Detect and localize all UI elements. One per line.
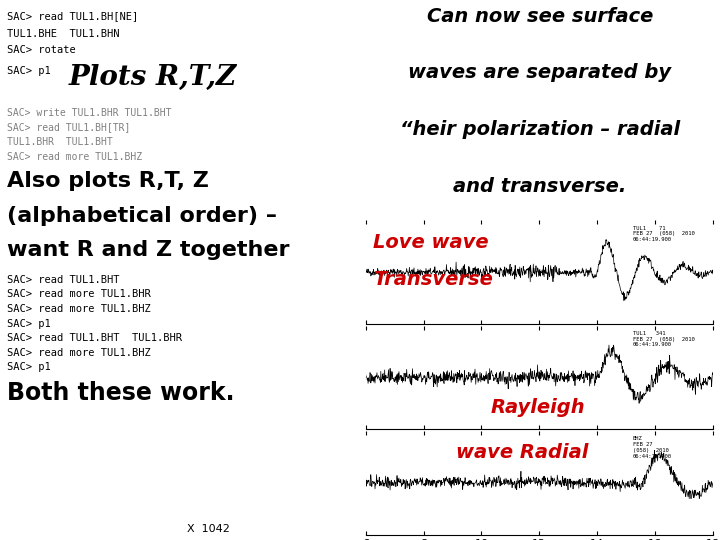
Text: SAC> read TUL1.BH[TR]: SAC> read TUL1.BH[TR]: [7, 123, 130, 133]
Text: SAC> p1: SAC> p1: [7, 66, 51, 76]
Text: SAC> p1: SAC> p1: [7, 362, 51, 373]
Text: (alphabetical order) –: (alphabetical order) –: [7, 206, 277, 226]
Text: want R and Z together: want R and Z together: [7, 240, 289, 260]
Text: SAC> read more TUL1.BHZ: SAC> read more TUL1.BHZ: [7, 304, 151, 314]
Text: Both these work.: Both these work.: [7, 381, 235, 405]
Text: TUL1.BHR  TUL1.BHT: TUL1.BHR TUL1.BHT: [7, 137, 113, 147]
Text: Transverse: Transverse: [373, 270, 492, 289]
Text: SAC> write TUL1.BHR TUL1.BHT: SAC> write TUL1.BHR TUL1.BHT: [7, 108, 171, 118]
Text: SAC> read more TUL1.BHZ: SAC> read more TUL1.BHZ: [7, 348, 151, 358]
Text: SAC> read more TUL1.BHR: SAC> read more TUL1.BHR: [7, 289, 151, 300]
Text: “heir polarization – radial: “heir polarization – radial: [400, 120, 680, 139]
Text: Also plots R,T, Z: Also plots R,T, Z: [7, 171, 209, 191]
Text: Plots R,T,Z: Plots R,T,Z: [68, 64, 237, 91]
Text: Can now see surface: Can now see surface: [427, 6, 653, 25]
Text: SAC> rotate: SAC> rotate: [7, 45, 76, 56]
Text: X  1042: X 1042: [187, 523, 230, 534]
Text: TUL1    71
FEB 27  (058)  2010
06:44:19.900: TUL1 71 FEB 27 (058) 2010 06:44:19.900: [633, 226, 695, 242]
Text: TUL1   341
FEB 27  (058)  2010
06:44:19.900: TUL1 341 FEB 27 (058) 2010 06:44:19.900: [633, 331, 695, 347]
Text: SAC> read more TUL1.BHZ: SAC> read more TUL1.BHZ: [7, 152, 143, 162]
Text: Rayleigh: Rayleigh: [491, 398, 585, 417]
Text: SAC> p1: SAC> p1: [7, 319, 51, 329]
Text: TUL1.BHE  TUL1.BHN: TUL1.BHE TUL1.BHN: [7, 29, 120, 39]
Text: BHZ
FEB 27
(058)  2010
06:44:19.900: BHZ FEB 27 (058) 2010 06:44:19.900: [633, 436, 672, 458]
Text: waves are separated by: waves are separated by: [408, 63, 672, 83]
Text: SAC> read TUL1.BHT  TUL1.BHR: SAC> read TUL1.BHT TUL1.BHR: [7, 333, 182, 343]
Text: Love wave: Love wave: [373, 233, 488, 252]
Text: and transverse.: and transverse.: [454, 177, 626, 196]
Text: SAC> read TUL1.BH[NE]: SAC> read TUL1.BH[NE]: [7, 11, 138, 21]
Text: wave Radial: wave Radial: [456, 443, 588, 462]
Text: SAC> read TUL1.BHT: SAC> read TUL1.BHT: [7, 275, 120, 285]
